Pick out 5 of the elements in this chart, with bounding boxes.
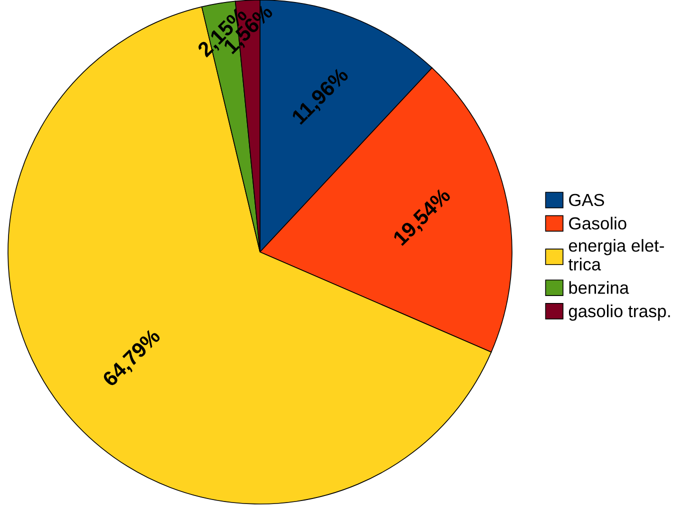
legend-label: GAS xyxy=(569,194,604,206)
legend-label: Gasolio xyxy=(569,216,626,230)
legend-label: energia elet- trica xyxy=(568,239,664,271)
legend-label: gasolio trasp. xyxy=(568,304,670,321)
legend-label: benzina xyxy=(569,281,630,294)
